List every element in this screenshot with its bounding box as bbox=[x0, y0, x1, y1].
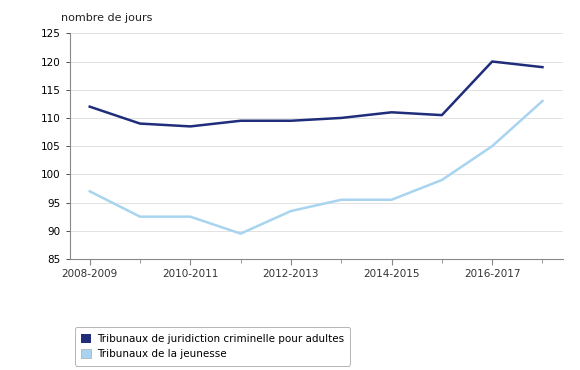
Text: nombre de jours: nombre de jours bbox=[61, 13, 153, 23]
Legend: Tribunaux de juridiction criminelle pour adultes, Tribunaux de la jeunesse: Tribunaux de juridiction criminelle pour… bbox=[75, 327, 350, 366]
